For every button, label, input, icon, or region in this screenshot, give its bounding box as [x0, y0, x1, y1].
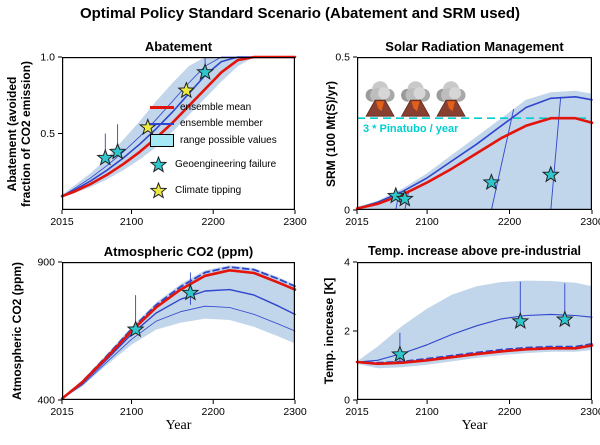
range-band [357, 280, 592, 369]
temp-title: Temp. increase above pre-industrial [367, 244, 582, 258]
y-tick-label: 0 [344, 395, 350, 407]
geoengineering-failure-star-icon [541, 165, 560, 183]
x-tick-label: 2100 [415, 406, 439, 418]
geoengineering-failure-star-icon [395, 189, 414, 207]
pinatubo-label: 3 * Pinatubo / year [363, 123, 459, 135]
series-ensemble-member-2 [61, 305, 296, 400]
srm-title: Solar Radiation Management [385, 39, 564, 54]
abatement-y-axis-label: Abatement (avoided fraction of CO2 emiss… [5, 60, 34, 208]
x-tick-label: 2015 [345, 216, 369, 228]
x-tick-label: 2100 [120, 406, 144, 418]
abatement-chart: 2015 2100 2200 2300 0.5 1.0 [40, 52, 306, 229]
x-tick-label: 2300 [580, 406, 600, 418]
temp-x-axis-label: Year [461, 418, 488, 433]
geoengineering-failure-star-icon [96, 148, 115, 166]
temp-chart: 2015 2100 2200 2300 0 2 4 [344, 257, 600, 419]
range-band [62, 57, 295, 198]
plot-frame [62, 262, 296, 401]
y-tick-label: 900 [37, 257, 55, 269]
legend-item-ensemble-member: ensemble member [150, 118, 310, 129]
y-tick-label: 0 [344, 205, 350, 217]
co2-x-axis-label: Year [165, 418, 192, 433]
geoengineering-failure-star-icon [390, 345, 409, 363]
member-drop-line [550, 96, 562, 211]
y-tick-label: 4 [344, 257, 350, 269]
climate-tipping-star-icon [138, 117, 157, 136]
x-tick-label: 2300 [283, 406, 307, 418]
x-tick-label: 2015 [50, 406, 74, 418]
x-tick-label: 2015 [345, 406, 369, 418]
x-tick-label: 2200 [202, 406, 226, 418]
legend-item-geoengineering-failure: Geoengineering failure [150, 156, 310, 173]
x-tick-label: 2100 [120, 216, 144, 228]
geoengineering-failure-star-icon [482, 173, 501, 191]
x-tick-label: 2015 [50, 216, 74, 228]
climate-tipping-star-icon [150, 182, 167, 199]
y-tick-label: 0.5 [335, 52, 350, 64]
temp-y-axis-label: Temp. increase [K] [322, 277, 336, 385]
geoengineering-failure-star-icon [181, 283, 200, 301]
series-ensemble-mean [60, 55, 297, 198]
member-drop-line [490, 108, 515, 211]
legend-item-climate-tipping: Climate tipping [150, 182, 310, 199]
y-tick-label: 0.5 [40, 128, 55, 140]
abatement-title: Abatement [144, 39, 213, 54]
x-tick-label: 2200 [498, 216, 522, 228]
co2-chart: 2015 2100 2200 2300 400 900 [37, 257, 306, 419]
x-tick-label: 2100 [415, 216, 439, 228]
geoengineering-failure-star-icon [150, 156, 167, 173]
geoengineering-failure-star-icon [555, 310, 574, 328]
range-patch-swatch [150, 134, 174, 147]
ensemble-member-line-swatch [150, 122, 174, 125]
series-ensemble-mean [60, 269, 297, 400]
co2-title: Atmospheric CO2 (ppm) [103, 244, 254, 259]
geoengineering-failure-star-icon [511, 311, 530, 329]
geoengineering-failure-star-icon [386, 186, 405, 204]
y-tick-label: 400 [37, 395, 55, 407]
plot-frame [357, 57, 593, 211]
range-band [357, 90, 592, 210]
series-ensemble-upper-dashed [356, 343, 593, 364]
series-ensemble-mean [355, 344, 594, 366]
range-band [62, 265, 295, 400]
volcano-icon [365, 81, 395, 117]
co2-y-axis-label: Atmospheric CO2 (ppm) [10, 262, 24, 401]
x-tick-label: 2300 [580, 216, 600, 228]
legend-item-ensemble-mean: ensemble mean [150, 102, 310, 113]
plot-frame [357, 262, 593, 401]
y-tick-label: 1.0 [40, 52, 55, 64]
y-tick-label: 2 [344, 326, 350, 338]
x-tick-label: 2200 [498, 406, 522, 418]
geoengineering-failure-star-icon [126, 320, 145, 338]
x-tick-label: 2300 [283, 216, 307, 228]
srm-chart: 3 * Pinatubo / year 2015 2100 2200 2300 0 0.5 [335, 52, 600, 229]
legend-item-range: range possible values [150, 134, 310, 147]
series-ensemble-member [356, 313, 593, 363]
volcano-icon [400, 81, 431, 117]
ensemble-mean-line-swatch [150, 106, 174, 109]
geoengineering-failure-star-icon [108, 142, 127, 160]
climate-tipping-star-icon [177, 81, 196, 99]
volcano-icon [436, 81, 466, 117]
geoengineering-failure-star-icon [196, 62, 215, 80]
x-tick-label: 2200 [202, 216, 226, 228]
legend: ensemble mean ensemble member range poss… [150, 102, 310, 204]
srm-y-axis-label: SRM (100 Mt(S)/yr) [324, 81, 338, 188]
plot-frame [62, 57, 296, 211]
figure-title: Optimal Policy Standard Scenario (Abatem… [79, 5, 521, 22]
